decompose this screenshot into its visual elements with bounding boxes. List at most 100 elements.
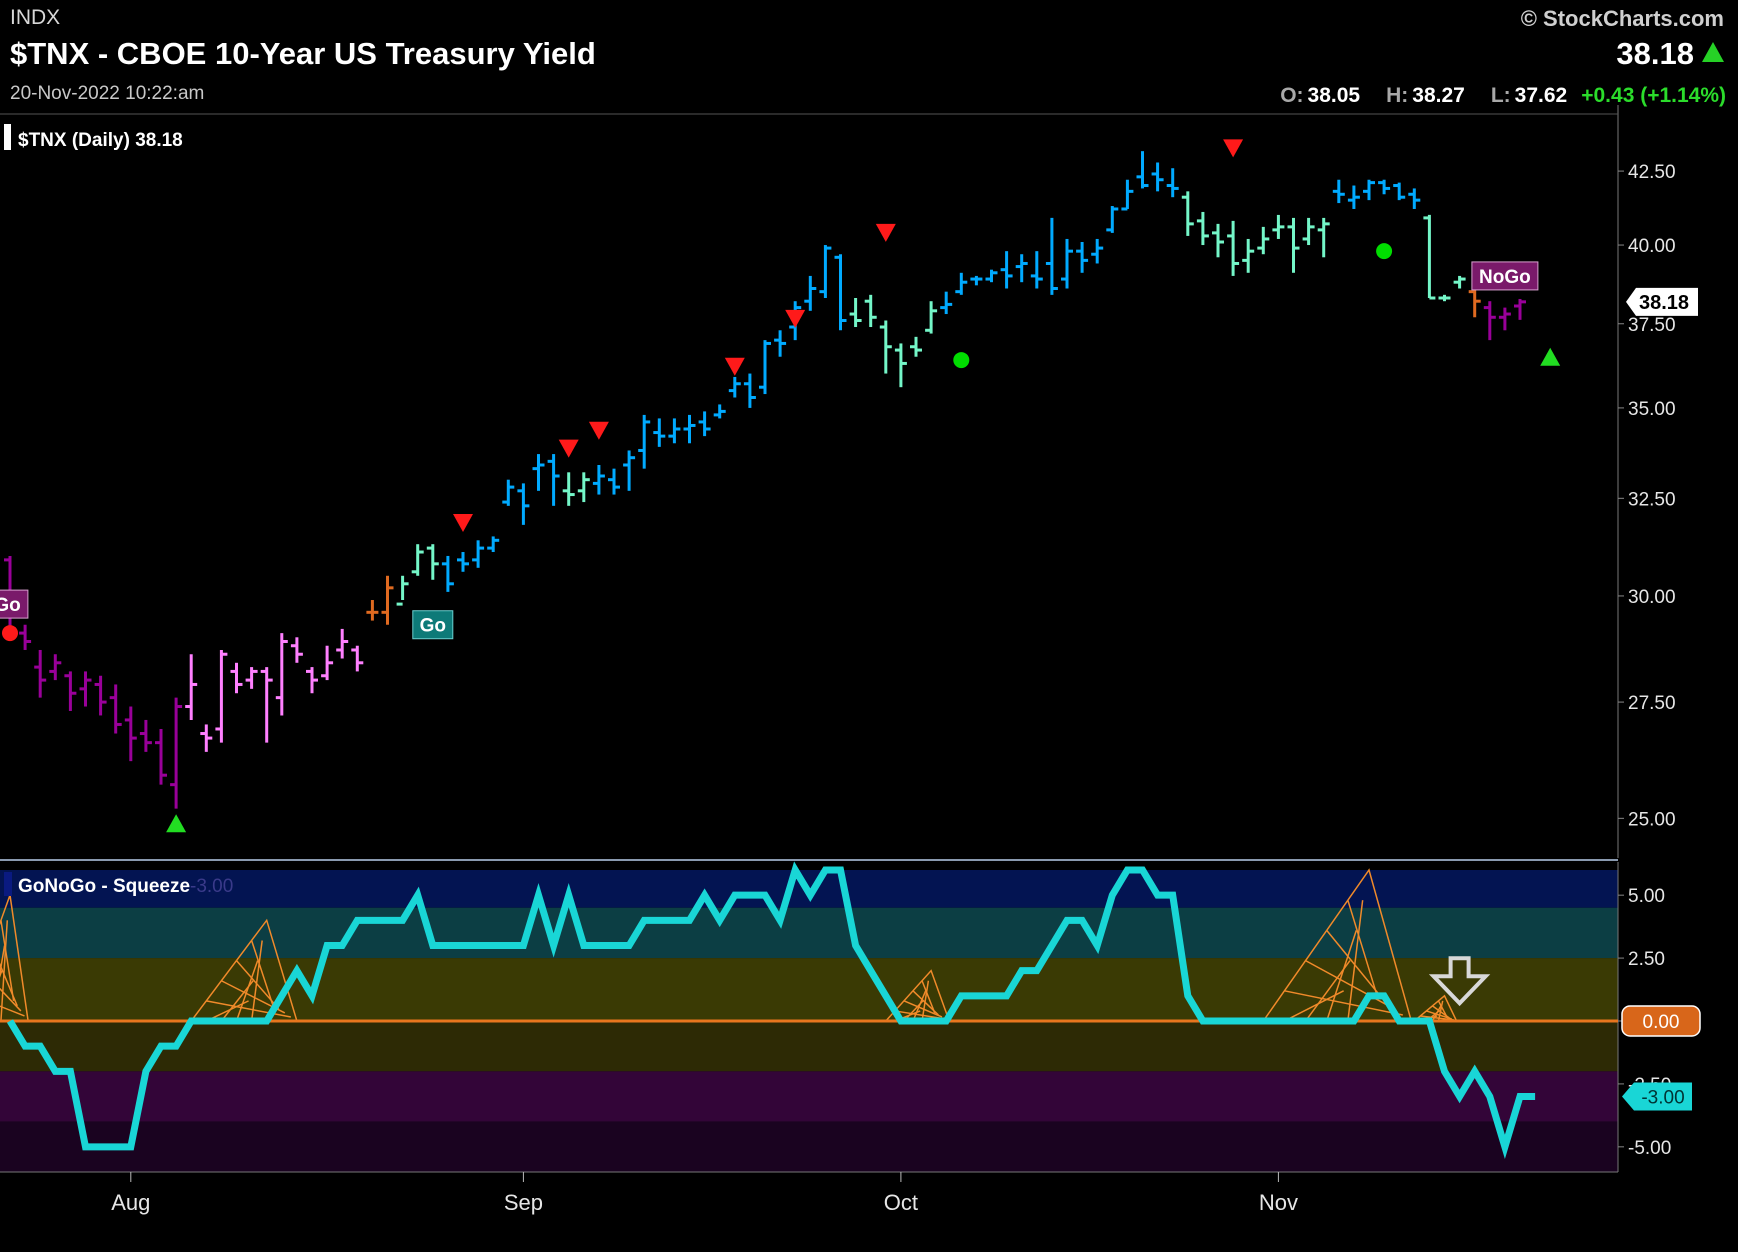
last-price-callout [1626,287,1698,316]
ohlc-bar [1061,238,1073,289]
zero-callout-text: 0.00 [1643,1012,1680,1033]
ohlc-bar [970,275,983,286]
date-axis: Aug Sep Oct Nov [111,1172,1298,1215]
ohlc-bar [109,684,122,734]
countertrend-down-marker [453,513,473,532]
squeeze-hatch [0,987,22,1012]
ohlc-bar [683,414,696,444]
squeeze-grid [1262,868,1413,1022]
ohlc-bar [653,418,666,447]
ohlc-bar [849,298,862,328]
price-tick-label: 42.50 [1628,162,1676,183]
ohlc-bar [487,536,500,553]
open-value: 38.05 [1307,84,1361,107]
ohlc-bar [623,450,636,491]
trend-label: NoGo [0,589,29,619]
price-tick-label: 30.00 [1628,587,1676,608]
price-tick-label: 40.00 [1628,236,1676,257]
squeeze-hatch [903,1000,943,1018]
last-price: 38.18 [1616,36,1724,72]
ohlc-bar [170,697,183,809]
squeeze-hatch [1305,959,1395,1010]
ohlc-bar [1514,298,1526,320]
squeeze-legend-value: -3.00 [190,876,233,897]
squeeze-hatch [921,980,936,1014]
ohlc-bar [1408,188,1421,209]
ohlc-bar [1332,179,1345,204]
ohlc-bar [894,343,907,388]
last-squeeze-callout [1622,1082,1692,1111]
squeeze-hatch [0,920,15,1001]
ohlc-bar [351,645,364,672]
ohlc-bar [713,404,726,419]
ohlc-bar [200,724,213,752]
price-tick-label: 32.50 [1628,489,1676,510]
chart-title: $TNX - CBOE 10-Year US Treasury Yield [10,36,596,71]
ohlc-bar [1212,223,1224,258]
legend-swatch [4,124,11,150]
ohlc-bar [1181,191,1194,236]
squeeze-hatch [912,990,927,1022]
ohlc-bar [306,667,318,694]
ohlc-bar [910,336,922,357]
ohlc-bar [1000,251,1013,289]
squeeze-hatch [206,1000,292,1018]
ohlc-bar [1302,217,1315,246]
down-arrow-icon [1428,956,1491,1007]
ohlc-bar [275,633,288,716]
date-tick-label: Nov [1259,1190,1298,1215]
ohlc-bar [502,479,515,506]
squeeze-hatch [250,940,263,1022]
ohlc-bar [260,667,273,743]
change-value: +0.43 (+1.14%) [1581,84,1726,107]
last-price-value: 38.18 [1616,36,1694,71]
open-label: O: [1280,84,1304,107]
signal-dot [1376,243,1393,260]
squeeze-legend: GoNoGo - Squeeze [18,876,190,897]
ohlc-bar [562,472,575,506]
ohlc-bar [1393,182,1406,201]
trend-label-box [1471,261,1539,291]
ohlc-bar [366,600,379,621]
ohlc-bar [517,483,530,525]
trend-label-text: Go [420,616,446,637]
ohlc-bar [1227,220,1240,276]
ohlc-bar [1257,226,1270,255]
price-tick-label: 25.00 [1628,809,1676,830]
ohlc-bar [441,555,454,592]
ohlc-bar [1121,179,1134,211]
ohlc-bar [1272,214,1285,239]
squeeze-hatch [1304,960,1351,1022]
squeeze-zone [0,907,1618,959]
countertrend-up-marker [166,814,187,833]
price-legend: $TNX (Daily) 38.18 [18,130,183,151]
trend-label-box [0,589,29,619]
ohlc-bar [19,624,32,650]
squeeze-hatch [1347,900,1364,1022]
countertrend-down-marker [785,309,806,328]
ohlc-bar [698,411,711,437]
ohlc-bar [411,544,424,576]
ohlc-bar [985,269,998,283]
countertrend-down-marker [588,421,609,440]
ohlc-bar [290,637,303,663]
ohlc-bar [79,671,92,707]
ohlc-bar [1317,217,1330,258]
copyright-label: © StockCharts.com [1520,6,1724,31]
ohlc-bar [1363,179,1375,201]
ohlc-bar [472,540,485,568]
ohlc-bar [819,245,832,299]
ohlc-bar [577,472,590,503]
ohlc-bar [804,275,817,311]
last-price-callout-text: 38.18 [1639,292,1689,314]
ohlc-bar [1091,238,1104,264]
squeeze-grid [885,969,950,1022]
ohlc-bar [1106,206,1119,233]
trend-label-text: NoGo [0,595,21,616]
ohlc-bar [155,728,167,785]
squeeze-hatch [1347,899,1379,998]
squeeze-hatch [1420,1015,1455,1021]
low-label: L: [1490,84,1511,107]
price-tick-label: 35.00 [1628,399,1676,420]
ohlc-bar [336,628,349,659]
